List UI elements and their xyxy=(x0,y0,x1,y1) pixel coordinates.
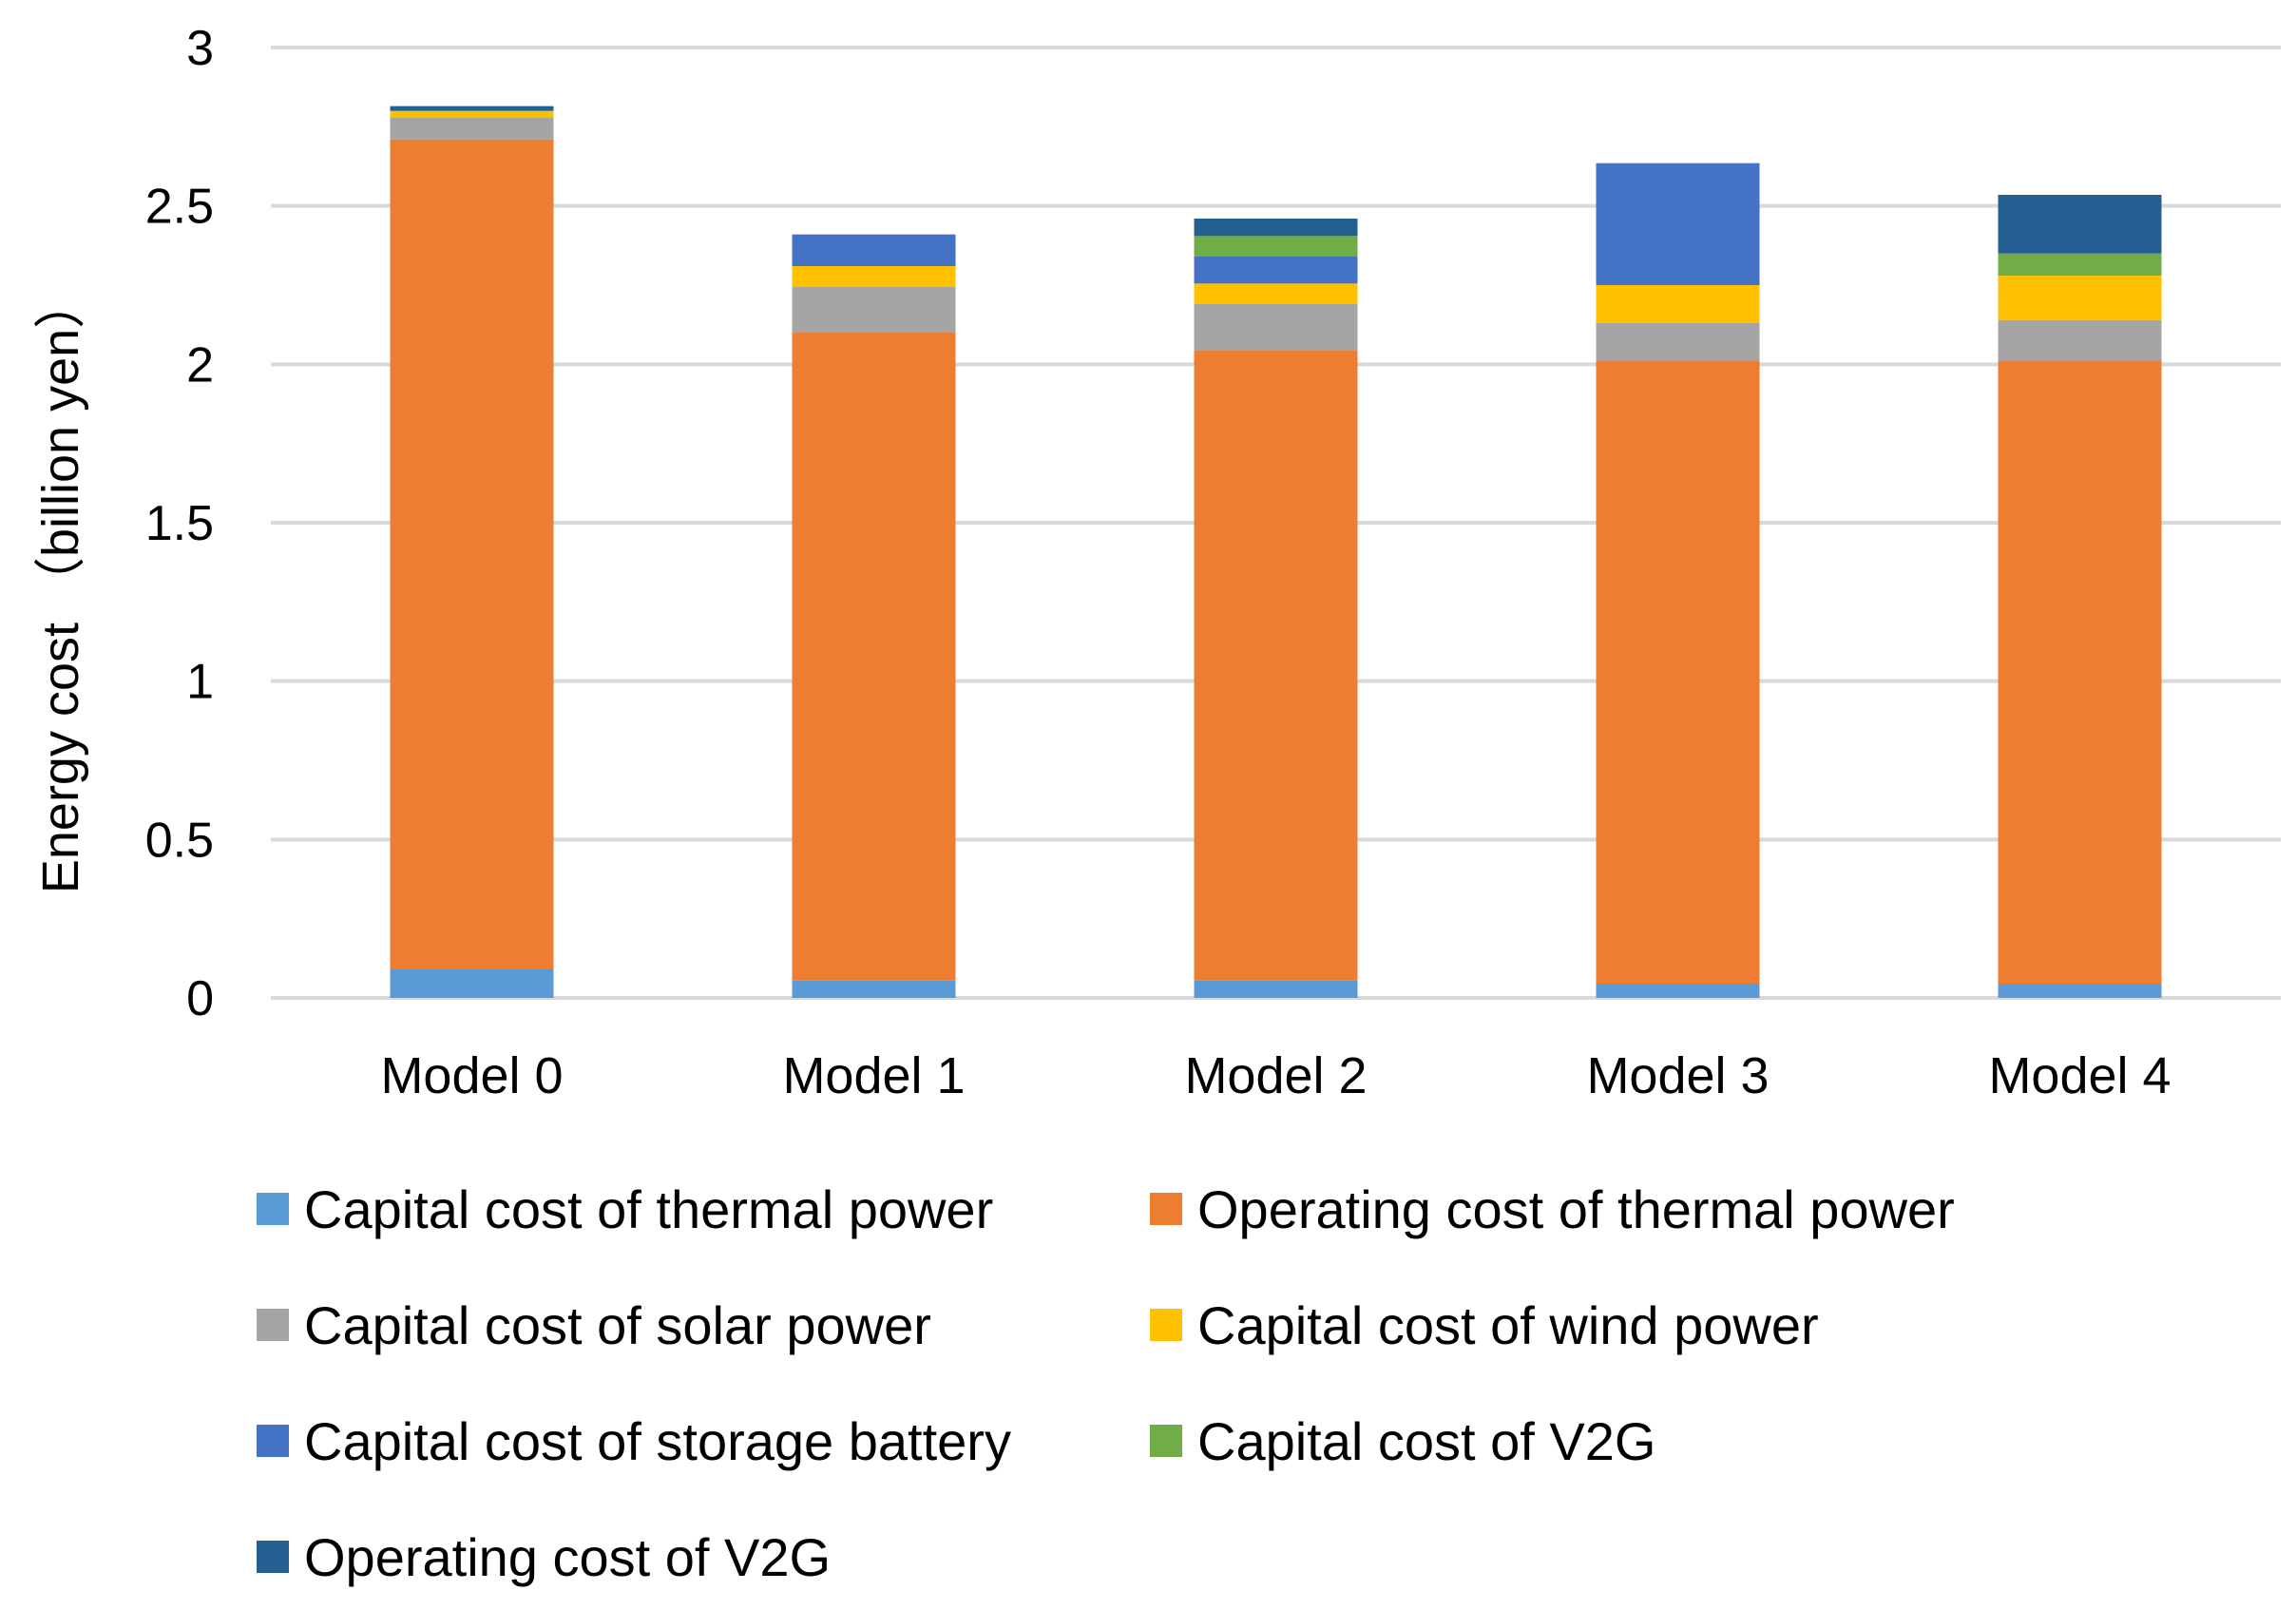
y-axis-ticks: 0 0.5 1 1.5 2 2.5 3 xyxy=(145,21,214,1026)
legend-swatch xyxy=(257,1425,289,1457)
legend-label: Capital cost of wind power xyxy=(1197,1294,1819,1355)
bar-segment xyxy=(1194,350,1358,981)
bar-segment xyxy=(1194,236,1358,257)
y-tick-label: 2.5 xyxy=(145,180,214,235)
legend-label: Operating cost of thermal power xyxy=(1197,1179,1955,1239)
bar-segment xyxy=(792,333,956,981)
legend-swatch xyxy=(1150,1425,1182,1457)
legend-item: Capital cost of storage battery xyxy=(257,1409,1150,1473)
bar-segment xyxy=(390,117,554,140)
legend-label: Capital cost of thermal power xyxy=(304,1179,994,1239)
bar-segment xyxy=(1998,361,2162,984)
legend: Capital cost of thermal power Operating c… xyxy=(257,1177,2119,1589)
legend-item: Capital cost of wind power xyxy=(1150,1293,2100,1357)
bar-segment xyxy=(1194,219,1358,237)
bar-segment xyxy=(1998,195,2162,254)
bar-segment xyxy=(1596,984,1760,998)
bar-segment xyxy=(1194,283,1358,304)
bar-segment xyxy=(1998,276,2162,320)
legend-swatch xyxy=(257,1309,289,1341)
bar-segment xyxy=(792,980,956,998)
legend-label: Capital cost of solar power xyxy=(304,1294,931,1355)
legend-item: Capital cost of V2G xyxy=(1150,1409,2100,1473)
bar-segment xyxy=(390,139,554,969)
bar-segment xyxy=(1998,253,2162,276)
bar-segment xyxy=(1194,304,1358,351)
bar-segment xyxy=(1596,361,1760,984)
bar-segment xyxy=(1596,285,1760,323)
bar-segment xyxy=(1596,323,1760,361)
bar-segment xyxy=(1194,257,1358,284)
legend-swatch xyxy=(1150,1309,1182,1341)
y-tick-label: 1.5 xyxy=(145,496,214,551)
bar-segment xyxy=(390,110,554,118)
legend-label: Capital cost of storage battery xyxy=(304,1410,1011,1471)
legend-swatch xyxy=(257,1541,289,1573)
legend-item: Operating cost of V2G xyxy=(257,1524,1150,1589)
x-category-label: Model 2 xyxy=(1184,1047,1367,1104)
bar-segment xyxy=(792,286,956,333)
bar-segment xyxy=(1998,984,2162,998)
y-tick-label: 3 xyxy=(186,21,214,76)
y-tick-label: 1 xyxy=(186,655,214,710)
legend-label: Capital cost of V2G xyxy=(1197,1410,1656,1471)
bar-segment xyxy=(1596,163,1760,285)
x-category-label: Model 1 xyxy=(782,1047,965,1104)
y-tick-label: 2 xyxy=(186,337,214,393)
legend-item: Capital cost of thermal power xyxy=(257,1177,1150,1241)
bar-segment xyxy=(390,969,554,998)
bars xyxy=(390,105,2162,998)
legend-label: Operating cost of V2G xyxy=(304,1526,832,1587)
y-tick-label: 0.5 xyxy=(145,813,214,868)
x-axis-categories: Model 0 Model 1 Model 2 Model 3 Model 4 xyxy=(380,1047,2171,1104)
legend-item: Operating cost of thermal power xyxy=(1150,1177,2100,1241)
x-category-label: Model 4 xyxy=(1988,1047,2171,1104)
bar-segment xyxy=(1194,980,1358,998)
bar-segment xyxy=(792,266,956,287)
y-tick-label: 0 xyxy=(186,971,214,1026)
bar-segment xyxy=(390,105,554,111)
bar-segment xyxy=(1998,319,2162,361)
legend-swatch xyxy=(257,1193,289,1225)
x-category-label: Model 3 xyxy=(1586,1047,1769,1104)
legend-swatch xyxy=(1150,1193,1182,1225)
bar-segment xyxy=(792,234,956,266)
x-category-label: Model 0 xyxy=(380,1047,563,1104)
legend-item: Capital cost of solar power xyxy=(257,1293,1150,1357)
y-axis-label: Energy cost （billion yen） xyxy=(32,278,89,893)
